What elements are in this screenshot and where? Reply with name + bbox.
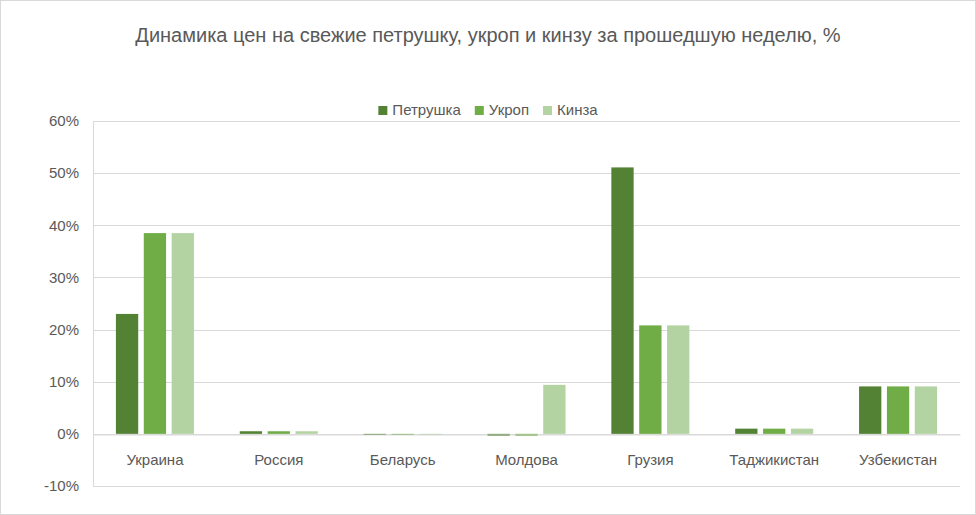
x-tick-label: Украина [126,451,184,468]
x-tick-label: Россия [254,451,303,468]
y-tick-label: 0% [57,425,79,442]
y-tick-label: 10% [49,373,79,390]
y-tick: 30% [49,269,93,286]
x-tick: Грузия [627,435,673,469]
grid-line [93,121,960,122]
legend-item: Петрушка [378,101,461,118]
y-tick-label: 50% [49,164,79,181]
bar [296,431,318,434]
chart: -10% 0% 10% 20% 30% 40% 50% 60% Украина Россия Бел… [0,0,976,515]
y-tick-label: 30% [49,269,79,286]
grid-line [93,434,960,435]
x-tick-label: Грузия [627,451,673,468]
bar [543,385,565,434]
legend-item: Укроп [475,101,529,118]
x-tick-label: Беларусь [370,451,436,468]
x-tick: Россия [254,435,303,469]
bar [791,429,813,434]
legend-label: Петрушка [392,101,461,118]
bar [667,325,689,433]
bar [915,386,937,433]
x-tick: Украина [126,435,184,469]
bar [639,325,661,433]
legend-swatch [543,106,552,115]
x-axis-line [94,435,961,436]
y-axis: -10% 0% 10% 20% 30% 40% 50% 60% [44,112,94,494]
bar [144,233,166,434]
grid [93,122,960,487]
y-tick-label: -10% [44,477,79,494]
bar [763,429,785,434]
y-tick: 10% [49,373,93,390]
x-tick: Беларусь [370,435,436,469]
x-tick: Узбекистан [859,435,937,469]
bar [116,314,138,434]
bar [172,233,194,434]
grid-line [93,486,960,487]
bars [116,167,937,436]
x-tick-label: Молдова [495,451,558,468]
legend: Петрушка Укроп Кинза [378,101,598,118]
y-tick: 60% [49,112,93,129]
bar [859,386,881,433]
x-tick-label: Таджикистан [729,451,819,468]
y-tick: -10% [44,477,93,494]
x-axis: Украина Россия Беларусь Молдова Грузия Таджик… [94,435,961,469]
grid-line [93,225,960,226]
y-tick: 50% [49,164,93,181]
legend-label: Кинза [557,101,598,118]
y-tick-label: 20% [49,321,79,338]
legend-swatch [475,106,484,115]
grid-line [93,277,960,278]
y-tick-label: 40% [49,217,79,234]
title: Динамика цен на свежие петрушку, укроп и… [135,24,841,46]
legend-item: Кинза [543,101,598,118]
y-tick-label: 60% [49,112,79,129]
grid-line [93,382,960,383]
x-tick: Молдова [495,435,558,469]
y-axis-line [93,122,94,487]
bar [611,167,633,433]
bar [735,429,757,434]
y-tick: 40% [49,217,93,234]
bar [887,386,909,433]
grid-line [93,330,960,331]
y-tick: 0% [57,425,93,442]
legend-label: Укроп [489,101,529,118]
bar [268,431,290,434]
grid-line [93,173,960,174]
bar [240,431,262,434]
legend-swatch [378,106,387,115]
x-tick-label: Узбекистан [859,451,937,468]
x-tick: Таджикистан [729,435,819,469]
chart-border [1,1,976,515]
y-tick: 20% [49,321,93,338]
